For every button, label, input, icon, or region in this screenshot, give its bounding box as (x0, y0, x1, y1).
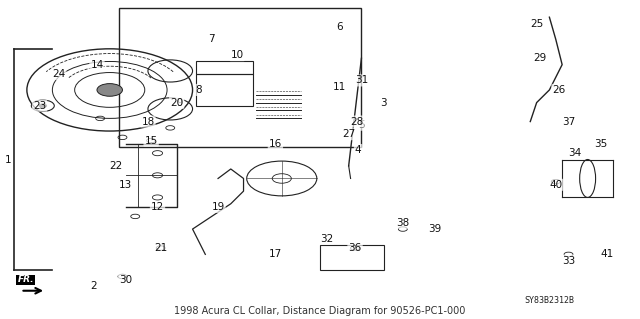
Text: 17: 17 (269, 249, 282, 259)
Text: 9: 9 (177, 98, 183, 108)
Text: 31: 31 (355, 76, 368, 85)
Text: 36: 36 (348, 243, 362, 253)
Text: 34: 34 (568, 148, 582, 158)
Text: 18: 18 (141, 116, 155, 127)
Text: 41: 41 (600, 249, 613, 259)
Text: 15: 15 (145, 136, 158, 145)
Bar (196, 62, 253, 74)
Text: 14: 14 (90, 60, 104, 70)
Text: 38: 38 (396, 218, 410, 228)
Circle shape (39, 104, 47, 108)
Text: 12: 12 (151, 202, 164, 212)
Text: 7: 7 (209, 34, 215, 44)
Text: 30: 30 (119, 275, 132, 285)
Text: 5: 5 (358, 120, 365, 130)
Text: 35: 35 (594, 139, 607, 149)
Text: 24: 24 (52, 69, 65, 79)
Text: 29: 29 (533, 53, 547, 63)
Text: 6: 6 (336, 22, 342, 32)
Text: 26: 26 (552, 85, 566, 95)
Bar (320, 245, 384, 270)
Text: 21: 21 (154, 243, 167, 253)
Text: 16: 16 (269, 139, 282, 149)
Text: 13: 13 (119, 180, 132, 190)
Text: FR.: FR. (17, 275, 34, 285)
Text: 1998 Acura CL Collar, Distance Diagram for 90526-PC1-000: 1998 Acura CL Collar, Distance Diagram f… (174, 306, 466, 316)
Bar (196, 74, 253, 106)
Text: 40: 40 (549, 180, 563, 190)
Text: 25: 25 (530, 19, 543, 28)
Text: 3: 3 (380, 98, 387, 108)
Text: 8: 8 (196, 85, 202, 95)
Text: 28: 28 (350, 116, 364, 127)
Text: 22: 22 (109, 161, 123, 171)
Text: 37: 37 (562, 116, 575, 127)
Text: 39: 39 (428, 224, 442, 234)
Text: 1: 1 (4, 154, 11, 165)
Text: 20: 20 (170, 98, 183, 108)
Text: 33: 33 (562, 256, 575, 266)
Bar (119, 8, 362, 147)
Text: 32: 32 (320, 234, 333, 243)
Text: SY83B2312B: SY83B2312B (524, 296, 574, 305)
Text: 19: 19 (211, 202, 225, 212)
Text: 11: 11 (333, 82, 346, 92)
Text: 4: 4 (355, 145, 362, 155)
Text: 10: 10 (230, 50, 244, 60)
Circle shape (97, 84, 122, 96)
Text: 27: 27 (342, 129, 355, 139)
Text: 2: 2 (90, 281, 97, 291)
Text: 23: 23 (33, 101, 46, 111)
